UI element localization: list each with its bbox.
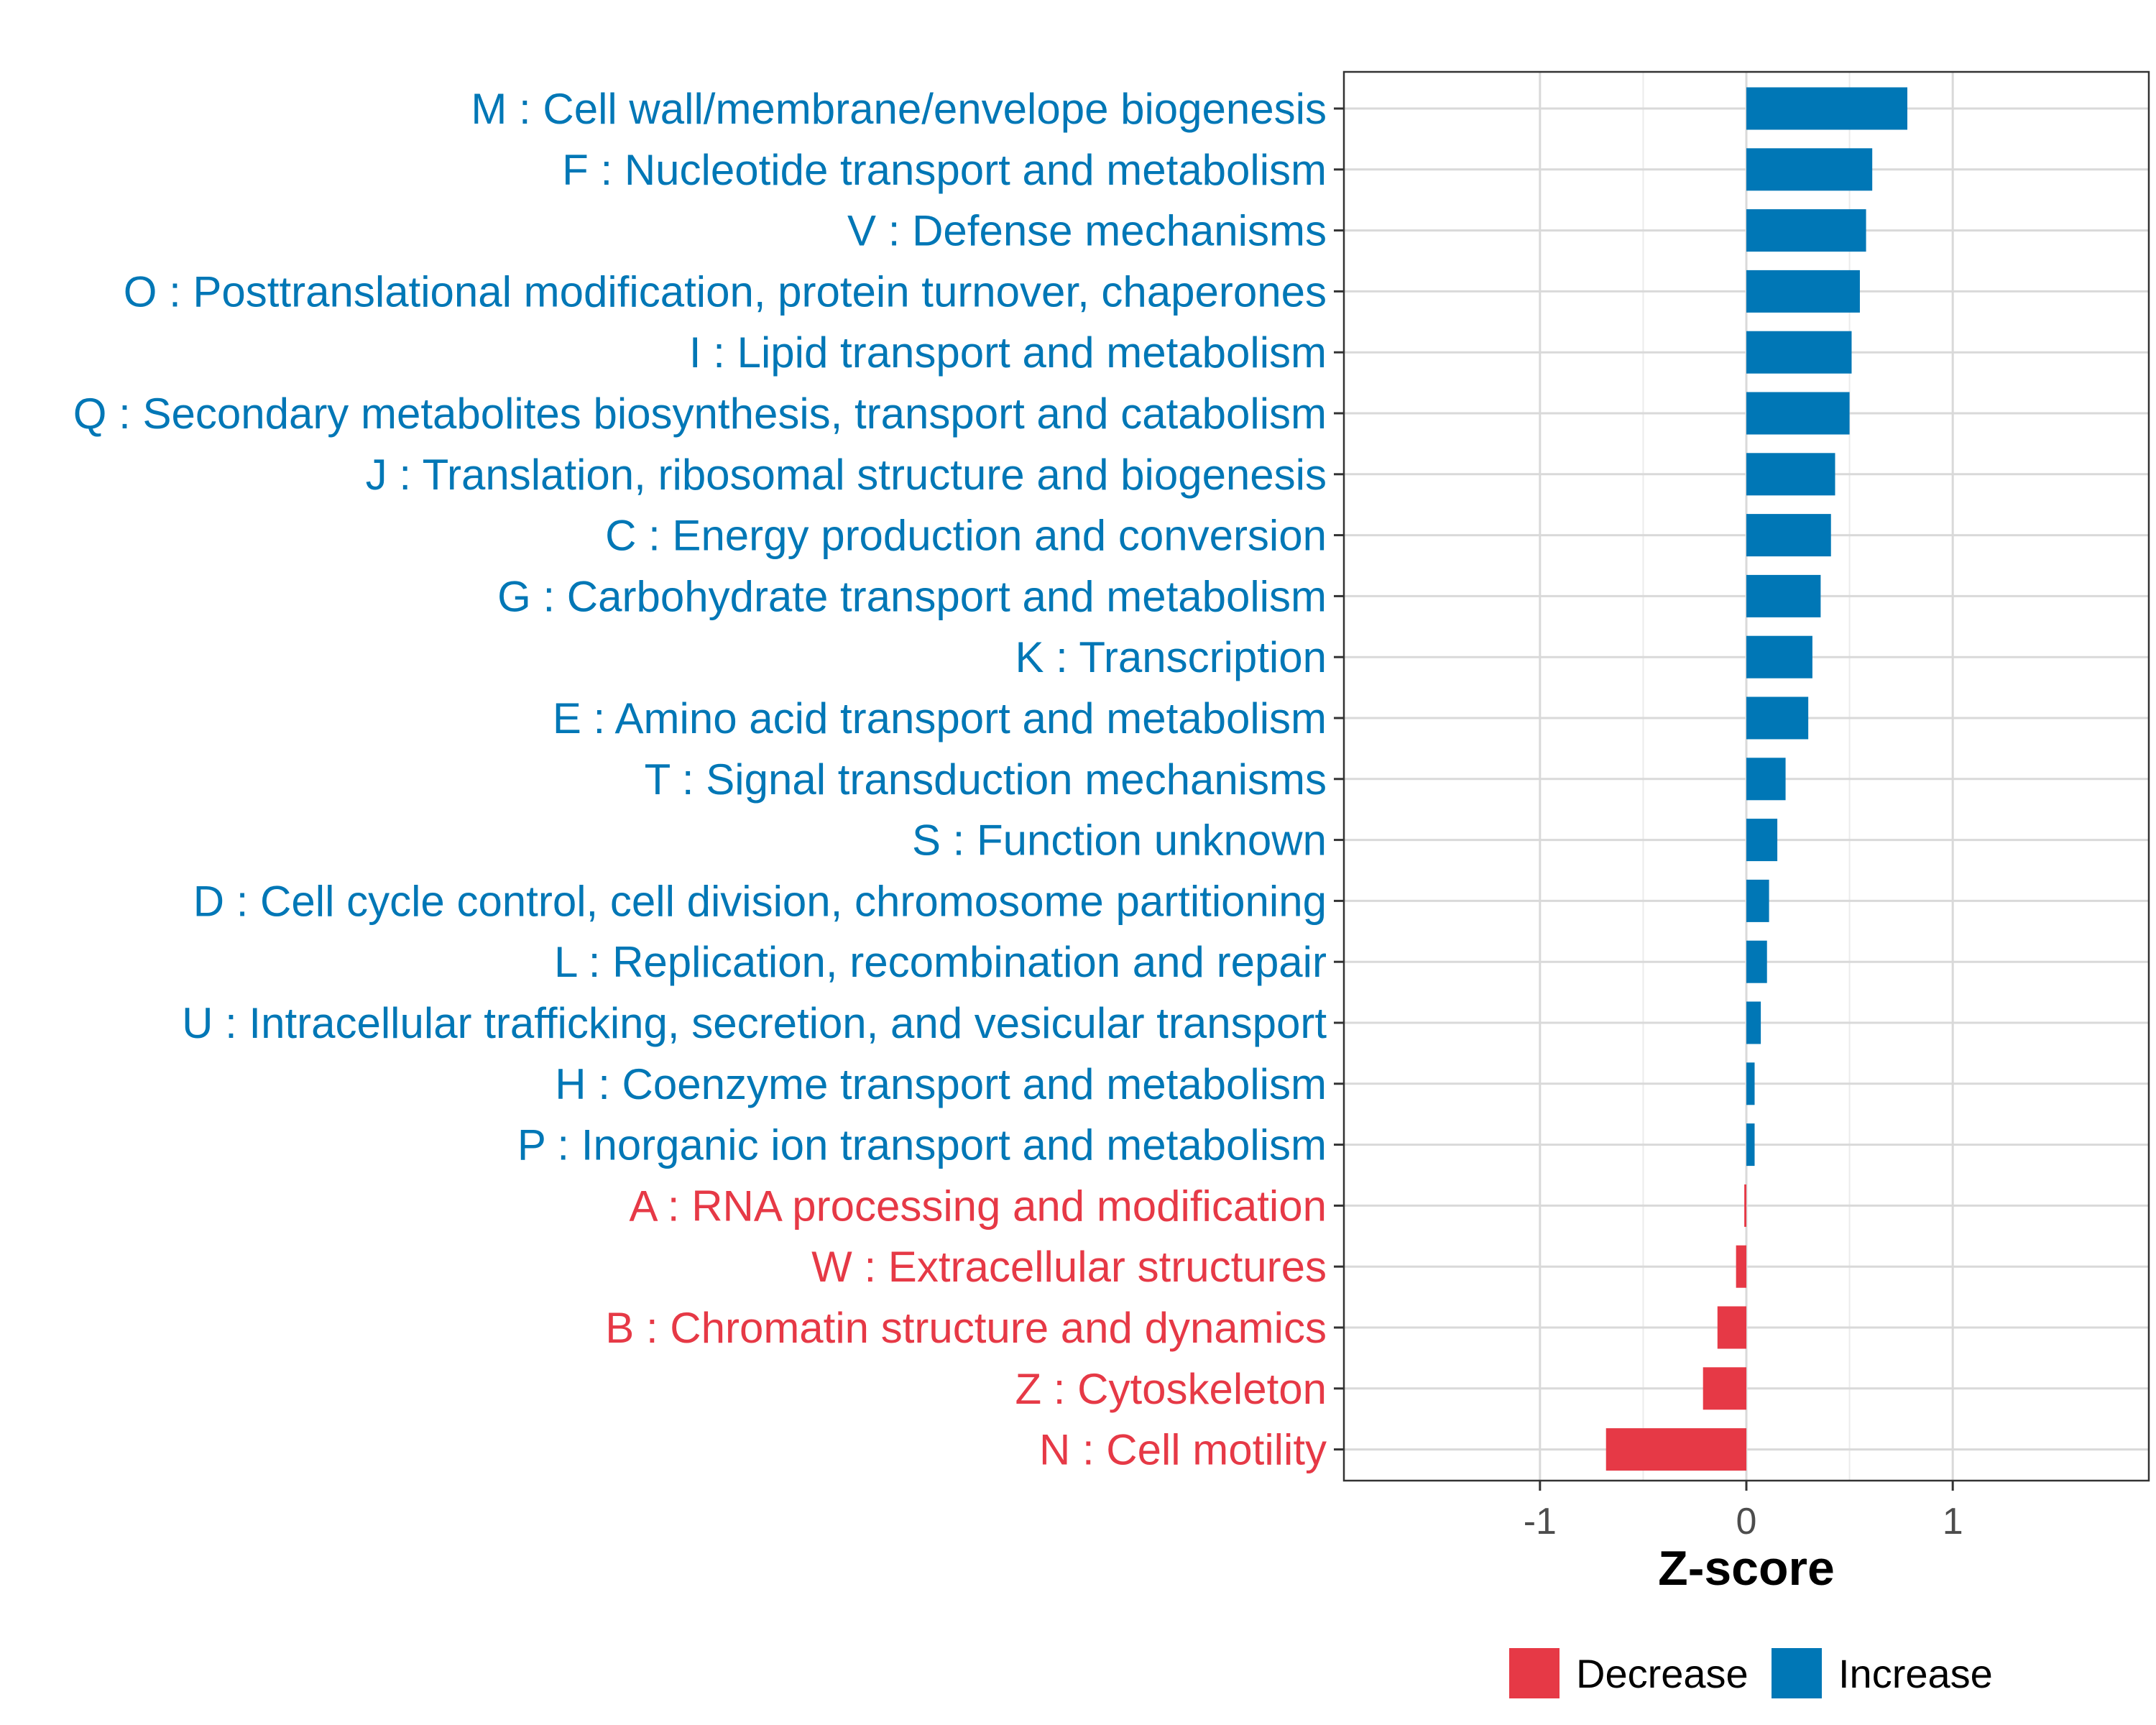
y-category-label: H : Coenzyme transport and metabolism [555, 1060, 1327, 1108]
y-category-label: P : Inorganic ion transport and metaboli… [517, 1121, 1327, 1169]
y-category-label: V : Defense mechanisms [847, 207, 1327, 255]
legend-label: Decrease [1576, 1651, 1749, 1696]
bar [1746, 635, 1812, 678]
x-tick-label: 0 [1736, 1501, 1757, 1542]
bar [1746, 819, 1778, 862]
x-tick-label: -1 [1524, 1501, 1557, 1542]
bar [1736, 1245, 1746, 1288]
legend-swatch [1772, 1648, 1822, 1698]
bar [1746, 696, 1809, 740]
y-category-label: U : Intracellular trafficking, secretion… [182, 999, 1327, 1047]
bar [1746, 879, 1769, 922]
bar [1746, 574, 1821, 617]
bar [1746, 270, 1860, 313]
bar [1703, 1367, 1746, 1410]
bar [1746, 87, 1907, 130]
y-category-label: G : Carbohydrate transport and metabolis… [497, 572, 1327, 620]
y-category-label: Q : Secondary metabolites biosynthesis, … [73, 390, 1327, 438]
bar [1746, 392, 1850, 435]
y-category-label: B : Chromatin structure and dynamics [605, 1304, 1327, 1352]
bar [1746, 453, 1835, 496]
y-category-label: F : Nucleotide transport and metabolism [562, 146, 1327, 194]
y-category-label: K : Transcription [1015, 633, 1327, 681]
bars [1606, 87, 1907, 1471]
bar [1746, 514, 1831, 557]
y-category-label: D : Cell cycle control, cell division, c… [193, 877, 1327, 925]
bar [1606, 1428, 1746, 1471]
bar [1746, 331, 1852, 374]
bar [1746, 1062, 1755, 1105]
legend-swatch [1509, 1648, 1560, 1698]
y-category-label: C : Energy production and conversion [605, 512, 1327, 560]
legend-label: Increase [1838, 1651, 1993, 1696]
y-category-label: M : Cell wall/membrane/envelope biogenes… [471, 85, 1327, 133]
y-category-label: A : RNA processing and modification [629, 1182, 1327, 1230]
bar [1746, 209, 1866, 252]
y-category-label: Z : Cytoskeleton [1015, 1365, 1327, 1413]
bar [1717, 1306, 1746, 1349]
bar [1746, 1001, 1761, 1044]
bar [1746, 1123, 1755, 1167]
y-category-label: S : Function unknown [912, 816, 1327, 865]
y-category-label: T : Signal transduction mechanisms [645, 755, 1327, 804]
y-category-label: W : Extracellular structures [811, 1243, 1327, 1291]
y-category-label: J : Translation, ribosomal structure and… [366, 451, 1327, 499]
y-axis-category-labels: M : Cell wall/membrane/envelope biogenes… [73, 85, 1327, 1474]
x-axis-ticks: -1 0 1 [1524, 1481, 1963, 1542]
bar [1746, 940, 1767, 983]
bar [1746, 758, 1786, 801]
legend: Decrease Increase [1509, 1648, 1993, 1698]
y-category-label: E : Amino acid transport and metabolism [553, 694, 1327, 742]
y-category-label: O : Posttranslational modification, prot… [124, 267, 1327, 316]
x-tick-label: 1 [1943, 1501, 1963, 1542]
y-axis-ticks [1334, 107, 1344, 1451]
y-category-label: N : Cell motility [1039, 1426, 1327, 1474]
y-category-label: L : Replication, recombination and repai… [554, 938, 1327, 986]
y-category-label: I : Lipid transport and metabolism [689, 328, 1327, 377]
bar [1744, 1184, 1746, 1227]
bar [1746, 148, 1873, 191]
x-axis-title: Z-score [1658, 1541, 1835, 1596]
